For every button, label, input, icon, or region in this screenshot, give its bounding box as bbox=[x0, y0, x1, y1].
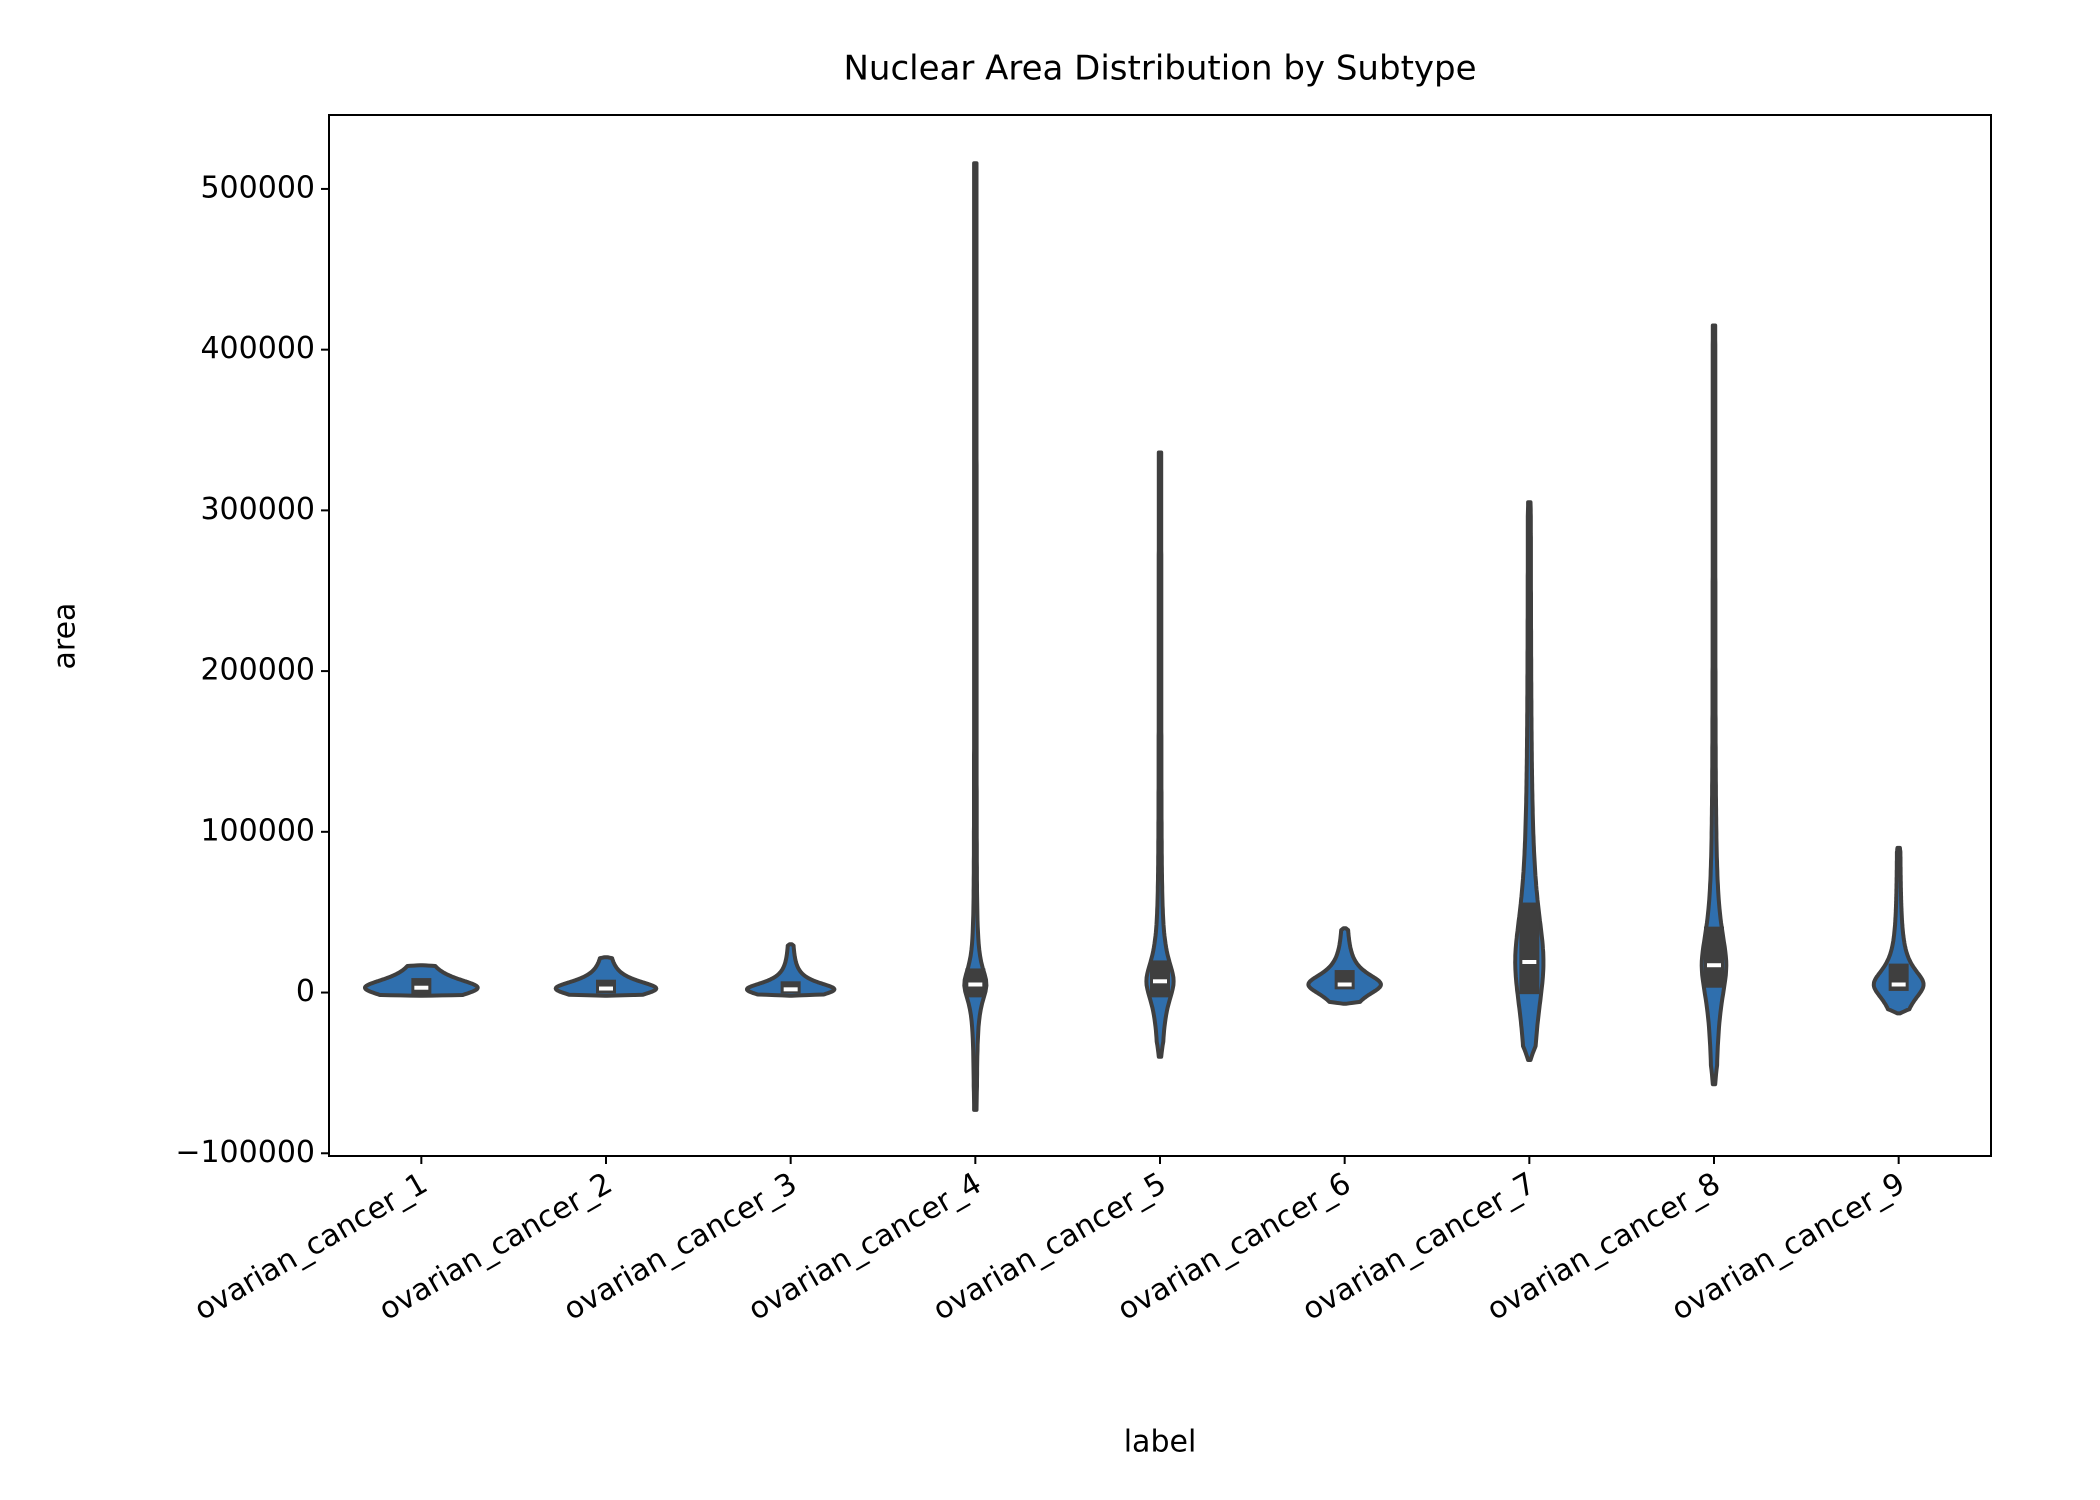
x-axis-label: label bbox=[1124, 1425, 1197, 1460]
violin-iqr-box bbox=[1519, 902, 1540, 995]
y-tick-label: 200000 bbox=[200, 653, 315, 688]
chart-title: Nuclear Area Distribution by Subtype bbox=[843, 49, 1476, 89]
violin-body bbox=[1144, 450, 1176, 1059]
violin-body bbox=[1306, 926, 1383, 1006]
y-tick-label: 400000 bbox=[200, 331, 315, 366]
violin-iqr-box bbox=[1150, 960, 1170, 998]
y-tick-label: 300000 bbox=[200, 492, 315, 527]
y-tick-label: 100000 bbox=[200, 813, 315, 848]
violin-body bbox=[1699, 323, 1729, 1087]
violin-iqr-box bbox=[780, 981, 801, 994]
y-tick-label: 500000 bbox=[200, 170, 315, 205]
violin-iqr-box bbox=[1704, 926, 1724, 988]
violin-iqr-box bbox=[596, 979, 616, 994]
y-tick-label: 0 bbox=[296, 974, 315, 1009]
violin-body bbox=[1871, 845, 1926, 1016]
y-tick-label: −100000 bbox=[175, 1135, 315, 1170]
violin-body bbox=[553, 955, 659, 998]
violin-body bbox=[962, 161, 989, 1112]
violin-iqr-box bbox=[1888, 963, 1909, 991]
y-axis-label: area bbox=[48, 603, 83, 670]
violin-body bbox=[745, 942, 837, 998]
